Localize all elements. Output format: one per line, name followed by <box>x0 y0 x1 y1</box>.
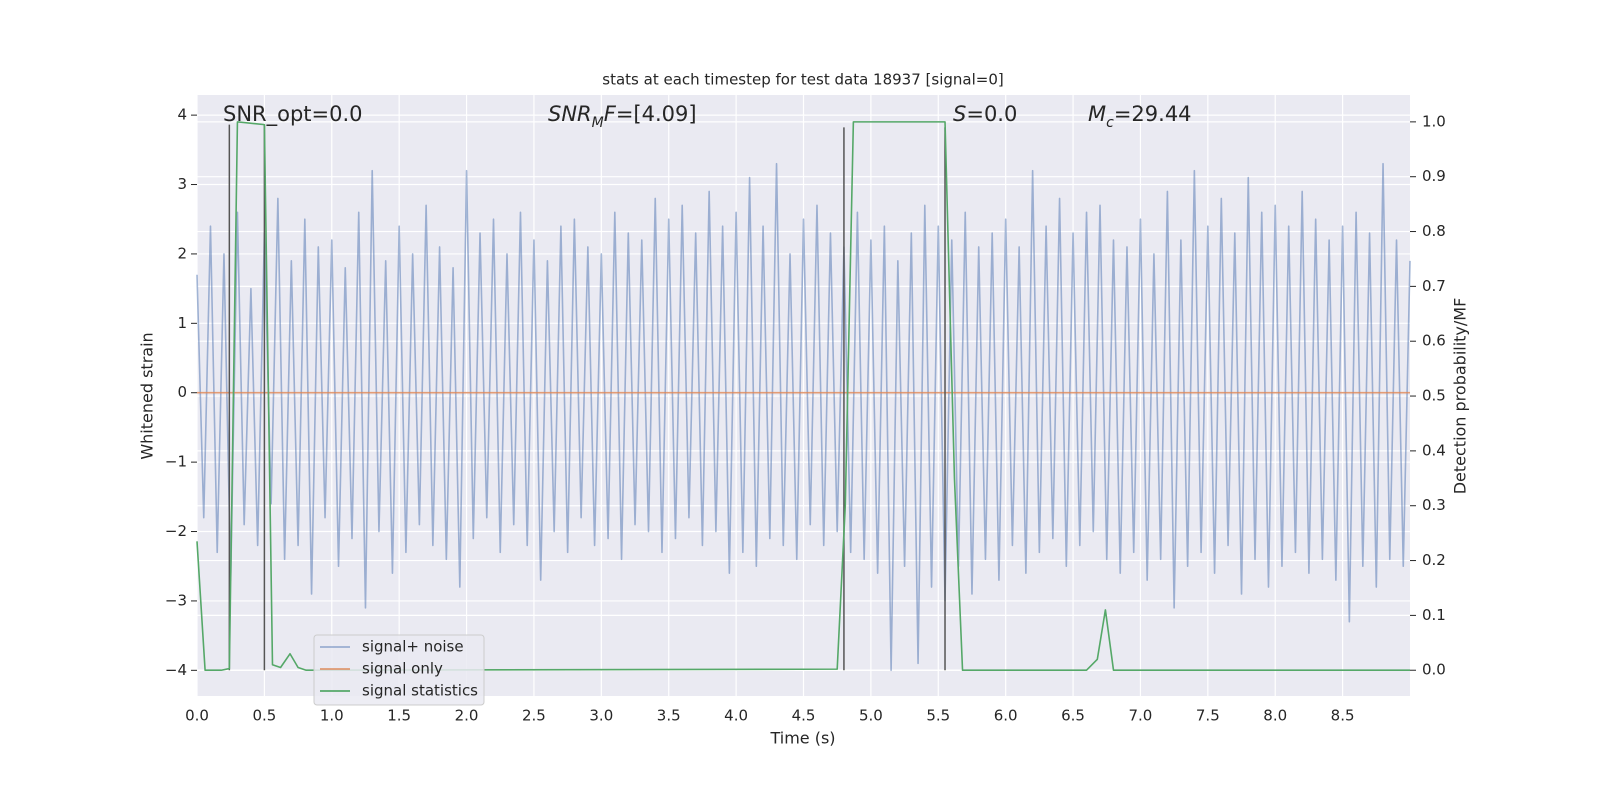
x-tick-label: 1.5 <box>387 707 411 725</box>
annotation-part: SNR <box>548 102 592 126</box>
x-tick-label: 4.5 <box>792 707 816 725</box>
y-tick-label: 4 <box>177 106 187 124</box>
y-tick-label: 1 <box>177 314 187 332</box>
chart-title: stats at each timestep for test data 189… <box>602 71 1003 89</box>
legend-box <box>313 634 485 706</box>
annotation-part: M <box>1088 102 1106 126</box>
annotation-part: S <box>953 102 966 126</box>
y-tick-label: 2 <box>177 244 187 262</box>
y2-tick-label: 0.8 <box>1422 222 1446 240</box>
y2-tick-label: 0.6 <box>1422 332 1446 350</box>
series-line <box>196 162 1411 672</box>
y2-axis-label: Detection probability/MF <box>1451 298 1470 495</box>
x-tick-label: 7.5 <box>1196 707 1220 725</box>
annotation: S=0.0 <box>953 102 1017 126</box>
x-tick-label: 7.0 <box>1129 707 1153 725</box>
x-axis-label: Time (s) <box>769 729 835 748</box>
x-tick-label: 5.5 <box>926 707 950 725</box>
y2-tick-label: 0.7 <box>1422 277 1446 295</box>
y2-tick-label: 1.0 <box>1422 112 1446 130</box>
y-tick-label: −3 <box>165 591 187 609</box>
x-tick-label: 2.0 <box>455 707 479 725</box>
y-tick-label: 0 <box>177 383 187 401</box>
x-tick-label: 6.0 <box>994 707 1018 725</box>
annotation: Mc=29.44 <box>1088 102 1192 131</box>
annotation-part: SNR_opt=0.0 <box>223 102 363 127</box>
annotation-part: F <box>604 102 617 126</box>
annotation-part: M <box>592 115 604 131</box>
annotation-part: c <box>1106 115 1114 131</box>
legend-label: signal+ noise <box>362 638 464 656</box>
legend-label: signal only <box>362 660 443 678</box>
x-tick-label: 8.5 <box>1331 707 1355 725</box>
y2-tick-label: 0.5 <box>1422 387 1446 405</box>
annotation: SNRMF=[4.09] <box>548 102 697 131</box>
y2-tick-label: 0.9 <box>1422 167 1446 185</box>
annotation-part: =[4.09] <box>616 102 697 126</box>
y-tick-label: −2 <box>165 522 187 540</box>
x-tick-label: 0.5 <box>252 707 276 725</box>
y2-tick-label: 0.0 <box>1422 661 1446 679</box>
y2-tick-label: 0.4 <box>1422 441 1446 459</box>
y2-tick-label: 0.3 <box>1422 496 1446 514</box>
x-tick-label: 0.0 <box>185 707 209 725</box>
y-tick-label: −1 <box>165 453 187 471</box>
x-tick-label: 2.5 <box>522 707 546 725</box>
y2-tick-label: 0.1 <box>1422 606 1446 624</box>
y-axis-label: Whitened strain <box>138 332 157 459</box>
x-tick-label: 3.5 <box>657 707 681 725</box>
y2-tick-label: 0.2 <box>1422 551 1446 569</box>
x-tick-label: 4.0 <box>724 707 748 725</box>
x-tick-label: 6.5 <box>1061 707 1085 725</box>
legend: signal+ noise signal only signal statistic… <box>313 634 485 706</box>
x-tick-label: 1.0 <box>320 707 344 725</box>
y-tick-label: 3 <box>177 175 187 193</box>
x-tick-label: 5.0 <box>859 707 883 725</box>
x-tick-label: 8.0 <box>1263 707 1287 725</box>
annotation-part: =29.44 <box>1114 102 1192 126</box>
annotation: SNR_opt=0.0 <box>223 102 363 127</box>
y-tick-label: −4 <box>165 661 187 679</box>
x-tick-label: 3.0 <box>589 707 613 725</box>
annotation-part: =0.0 <box>966 102 1017 126</box>
legend-label: signal statistics <box>362 682 478 700</box>
